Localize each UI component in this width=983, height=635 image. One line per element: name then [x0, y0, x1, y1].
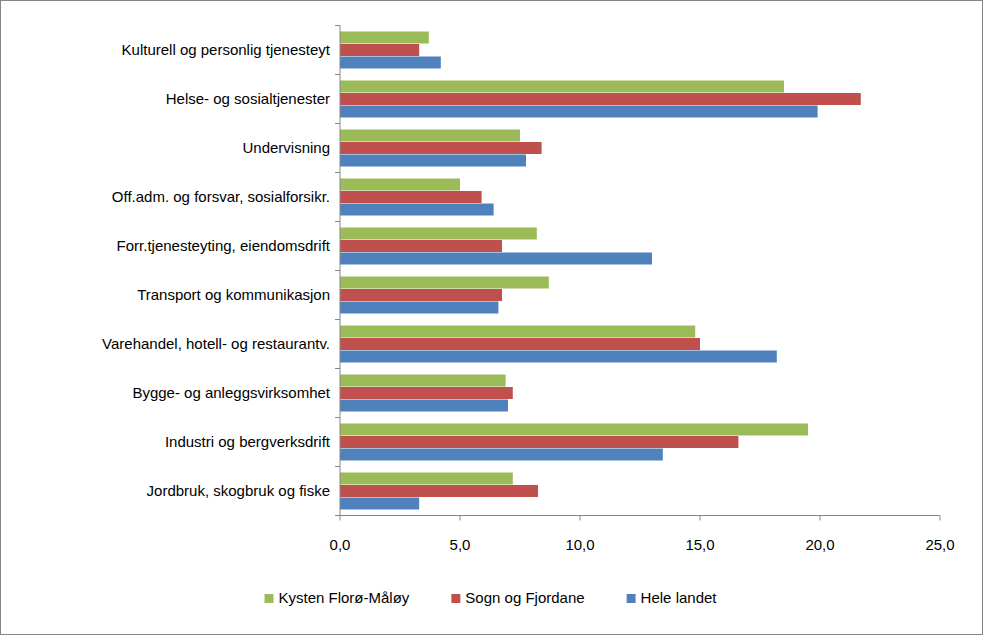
category-tick	[335, 221, 340, 222]
category-label: Undervisning	[242, 139, 330, 156]
bar	[340, 44, 419, 56]
bar	[340, 32, 429, 44]
bar	[340, 130, 520, 142]
chart: 0,0 5,0 10,0 15,0 20,0 25,0 Kulturell og perso…	[0, 0, 983, 635]
category-tick	[335, 25, 340, 26]
bars	[340, 32, 861, 510]
bar	[340, 179, 460, 191]
category-tick	[335, 515, 340, 516]
legend-swatch	[264, 594, 273, 603]
bar	[340, 387, 513, 399]
bar	[340, 81, 784, 93]
chart-frame	[1, 1, 983, 635]
category-tick	[335, 123, 340, 124]
bar	[340, 400, 508, 412]
tick-mark	[340, 516, 341, 521]
tick-mark	[460, 516, 461, 521]
category-tick	[335, 172, 340, 173]
bar	[340, 498, 419, 510]
bar	[340, 485, 538, 497]
legend-swatch	[451, 594, 460, 603]
category-label: Varehandel, hotell- og restaurantv.	[102, 335, 330, 352]
category-tick	[335, 417, 340, 418]
category-label: Kulturell og personlig tjenesteyt	[122, 41, 331, 58]
bar	[340, 473, 513, 485]
category-label: Helse- og sosialtjenester	[166, 90, 330, 107]
bar	[340, 424, 808, 436]
category-label: Jordbruk, skogbruk og fiske	[147, 482, 330, 499]
bar	[340, 449, 663, 461]
category-label: Off.adm. og forsvar, sosialforsikr.	[112, 188, 330, 205]
x-axis	[340, 515, 940, 516]
bar	[340, 191, 482, 203]
legend-swatch	[627, 594, 636, 603]
legend-label: Hele landet	[641, 589, 718, 606]
bar	[340, 93, 861, 105]
tick-label: 5,0	[450, 536, 471, 553]
bar	[340, 253, 652, 265]
category-tick	[335, 368, 340, 369]
bar	[340, 338, 700, 350]
category-label: Forr.tjenesteyting, eiendomsdrift	[117, 237, 331, 254]
tick-label: 15,0	[685, 536, 714, 553]
bar	[340, 106, 818, 118]
bar	[340, 204, 494, 216]
bar	[340, 57, 441, 69]
bar	[340, 302, 498, 314]
tick-mark	[820, 516, 821, 521]
tick-mark	[580, 516, 581, 521]
tick-label: 25,0	[925, 536, 954, 553]
bar	[340, 351, 777, 363]
tick-label: 10,0	[565, 536, 594, 553]
bar	[340, 289, 502, 301]
tick-mark	[940, 516, 941, 521]
category-tick	[335, 319, 340, 320]
bar	[340, 375, 506, 387]
category-label: Industri og bergverksdrift	[165, 433, 331, 450]
tick-label: 0,0	[330, 536, 351, 553]
category-label: Transport og kommunikasjon	[137, 286, 330, 303]
bar	[340, 436, 738, 448]
bar	[340, 228, 537, 240]
category-tick	[335, 466, 340, 467]
category-tick	[335, 74, 340, 75]
category-label: Bygge- og anleggsvirksomhet	[132, 384, 330, 401]
bar	[340, 142, 542, 154]
tick-mark	[700, 516, 701, 521]
legend-label: Kysten Florø-Måløy	[278, 589, 409, 606]
category-tick	[335, 270, 340, 271]
bar	[340, 277, 549, 289]
bar	[340, 326, 695, 338]
legend-label: Sogn og Fjordane	[465, 589, 584, 606]
tick-label: 20,0	[805, 536, 834, 553]
bar	[340, 240, 502, 252]
bar	[340, 155, 526, 167]
